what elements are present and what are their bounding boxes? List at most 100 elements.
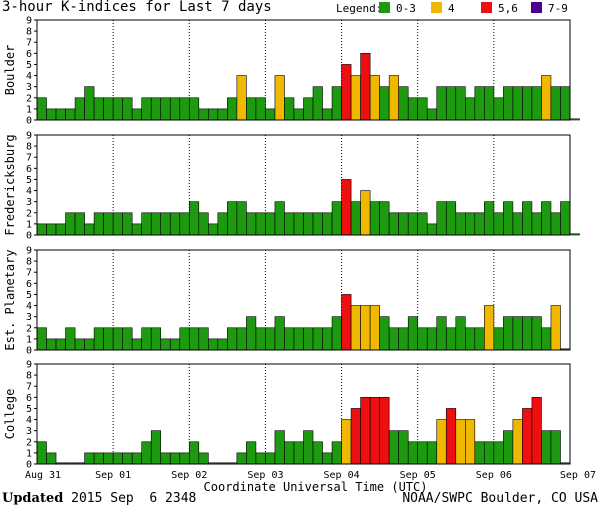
- k-bar: [103, 97, 114, 121]
- y-tick-label: 1: [26, 448, 32, 459]
- k-bar: [36, 223, 47, 236]
- k-bar: [169, 338, 181, 351]
- k-bar: [265, 452, 276, 465]
- y-tick-label: 4: [26, 71, 32, 82]
- k-bar: [274, 201, 285, 236]
- k-bar: [227, 327, 238, 351]
- k-bar: [131, 108, 142, 121]
- k-bar: [179, 452, 190, 465]
- k-bar: [484, 441, 495, 465]
- k-bar: [493, 327, 504, 351]
- station-label-boulder: Boulder: [3, 45, 17, 96]
- k-bar: [227, 97, 238, 121]
- k-bar: [331, 441, 342, 465]
- k-bar: [112, 327, 123, 351]
- k-bar: [255, 212, 266, 236]
- legend-label-severe: 7-9: [548, 2, 568, 15]
- k-bar: [169, 212, 181, 236]
- k-bar: [169, 452, 181, 465]
- k-bar: [84, 452, 95, 465]
- k-bar: [360, 53, 371, 121]
- k-bar: [198, 452, 209, 465]
- k-bar: [36, 97, 47, 121]
- k-bar: [236, 75, 247, 121]
- k-bar: [503, 316, 514, 351]
- y-tick-label: 1: [26, 219, 32, 230]
- k-bar: [303, 97, 314, 121]
- k-bar: [445, 327, 457, 351]
- legend-swatch-severe: [531, 2, 542, 13]
- k-bar: [217, 338, 228, 351]
- k-bar: [436, 86, 447, 121]
- x-tick-label: Sep 05: [400, 470, 436, 481]
- panel-frame: [36, 134, 571, 236]
- k-bar: [388, 430, 399, 465]
- k-bar: [531, 397, 542, 465]
- k-bar: [493, 212, 504, 236]
- k-bar: [426, 223, 438, 236]
- k-bar: [388, 75, 399, 121]
- k-bar: [236, 201, 247, 236]
- y-tick-label: 2: [26, 323, 32, 334]
- k-bar: [398, 430, 409, 465]
- k-bar: [150, 97, 162, 121]
- k-bar: [474, 441, 485, 465]
- y-tick-label: 9: [26, 246, 32, 257]
- x-tick-label: Sep 04: [324, 470, 360, 481]
- k-bar: [436, 316, 447, 351]
- k-bar: [417, 212, 428, 236]
- k-bar: [141, 212, 152, 236]
- y-tick-label: 8: [26, 371, 32, 382]
- y-tick-label: 7: [26, 153, 32, 164]
- k-bar: [65, 327, 76, 351]
- legend-swatch-quiet: [379, 2, 390, 13]
- k-bar: [122, 327, 133, 351]
- k-bar: [131, 223, 142, 236]
- k-bar: [512, 419, 523, 465]
- k-bar: [379, 86, 390, 121]
- panel-frame: [36, 19, 571, 121]
- k-bar: [341, 419, 352, 465]
- k-bar: [188, 327, 200, 351]
- k-bar: [46, 223, 57, 236]
- k-bar: [379, 397, 390, 465]
- x-tick-label: Sep 07: [560, 470, 596, 481]
- k-bar: [46, 452, 57, 465]
- k-bar: [312, 212, 323, 236]
- k-bar: [255, 452, 266, 465]
- k-bar: [322, 212, 333, 236]
- k-bar: [522, 86, 533, 121]
- x-tick-label: Sep 03: [247, 470, 283, 481]
- k-bar: [550, 212, 561, 236]
- y-tick-label: 2: [26, 93, 32, 104]
- k-bar: [407, 316, 419, 351]
- k-bar: [198, 327, 209, 351]
- k-bar: [360, 397, 371, 465]
- legend-label-active: 4: [448, 2, 455, 15]
- k-bar: [341, 179, 352, 236]
- panel-frame: [36, 249, 571, 351]
- k-bar: [560, 86, 571, 121]
- k-bar: [541, 75, 552, 121]
- k-bar: [322, 452, 333, 465]
- k-bar: [322, 327, 333, 351]
- k-bar: [484, 305, 495, 351]
- k-bar: [208, 223, 219, 236]
- k-bar: [369, 75, 380, 121]
- k-bar: [131, 338, 142, 351]
- k-bar: [84, 338, 95, 351]
- k-bar: [274, 316, 285, 351]
- k-bar: [474, 327, 485, 351]
- k-bar: [455, 212, 466, 236]
- k-bar: [265, 327, 276, 351]
- k-bar: [379, 201, 390, 236]
- y-tick-label: 7: [26, 38, 32, 49]
- k-bar: [484, 201, 495, 236]
- k-bar: [293, 212, 304, 236]
- y-tick-label: 4: [26, 415, 32, 426]
- legend-label-storm: 5,6: [498, 2, 518, 15]
- k-bar: [208, 108, 219, 121]
- k-bar: [131, 452, 142, 465]
- y-tick-label: 6: [26, 164, 32, 175]
